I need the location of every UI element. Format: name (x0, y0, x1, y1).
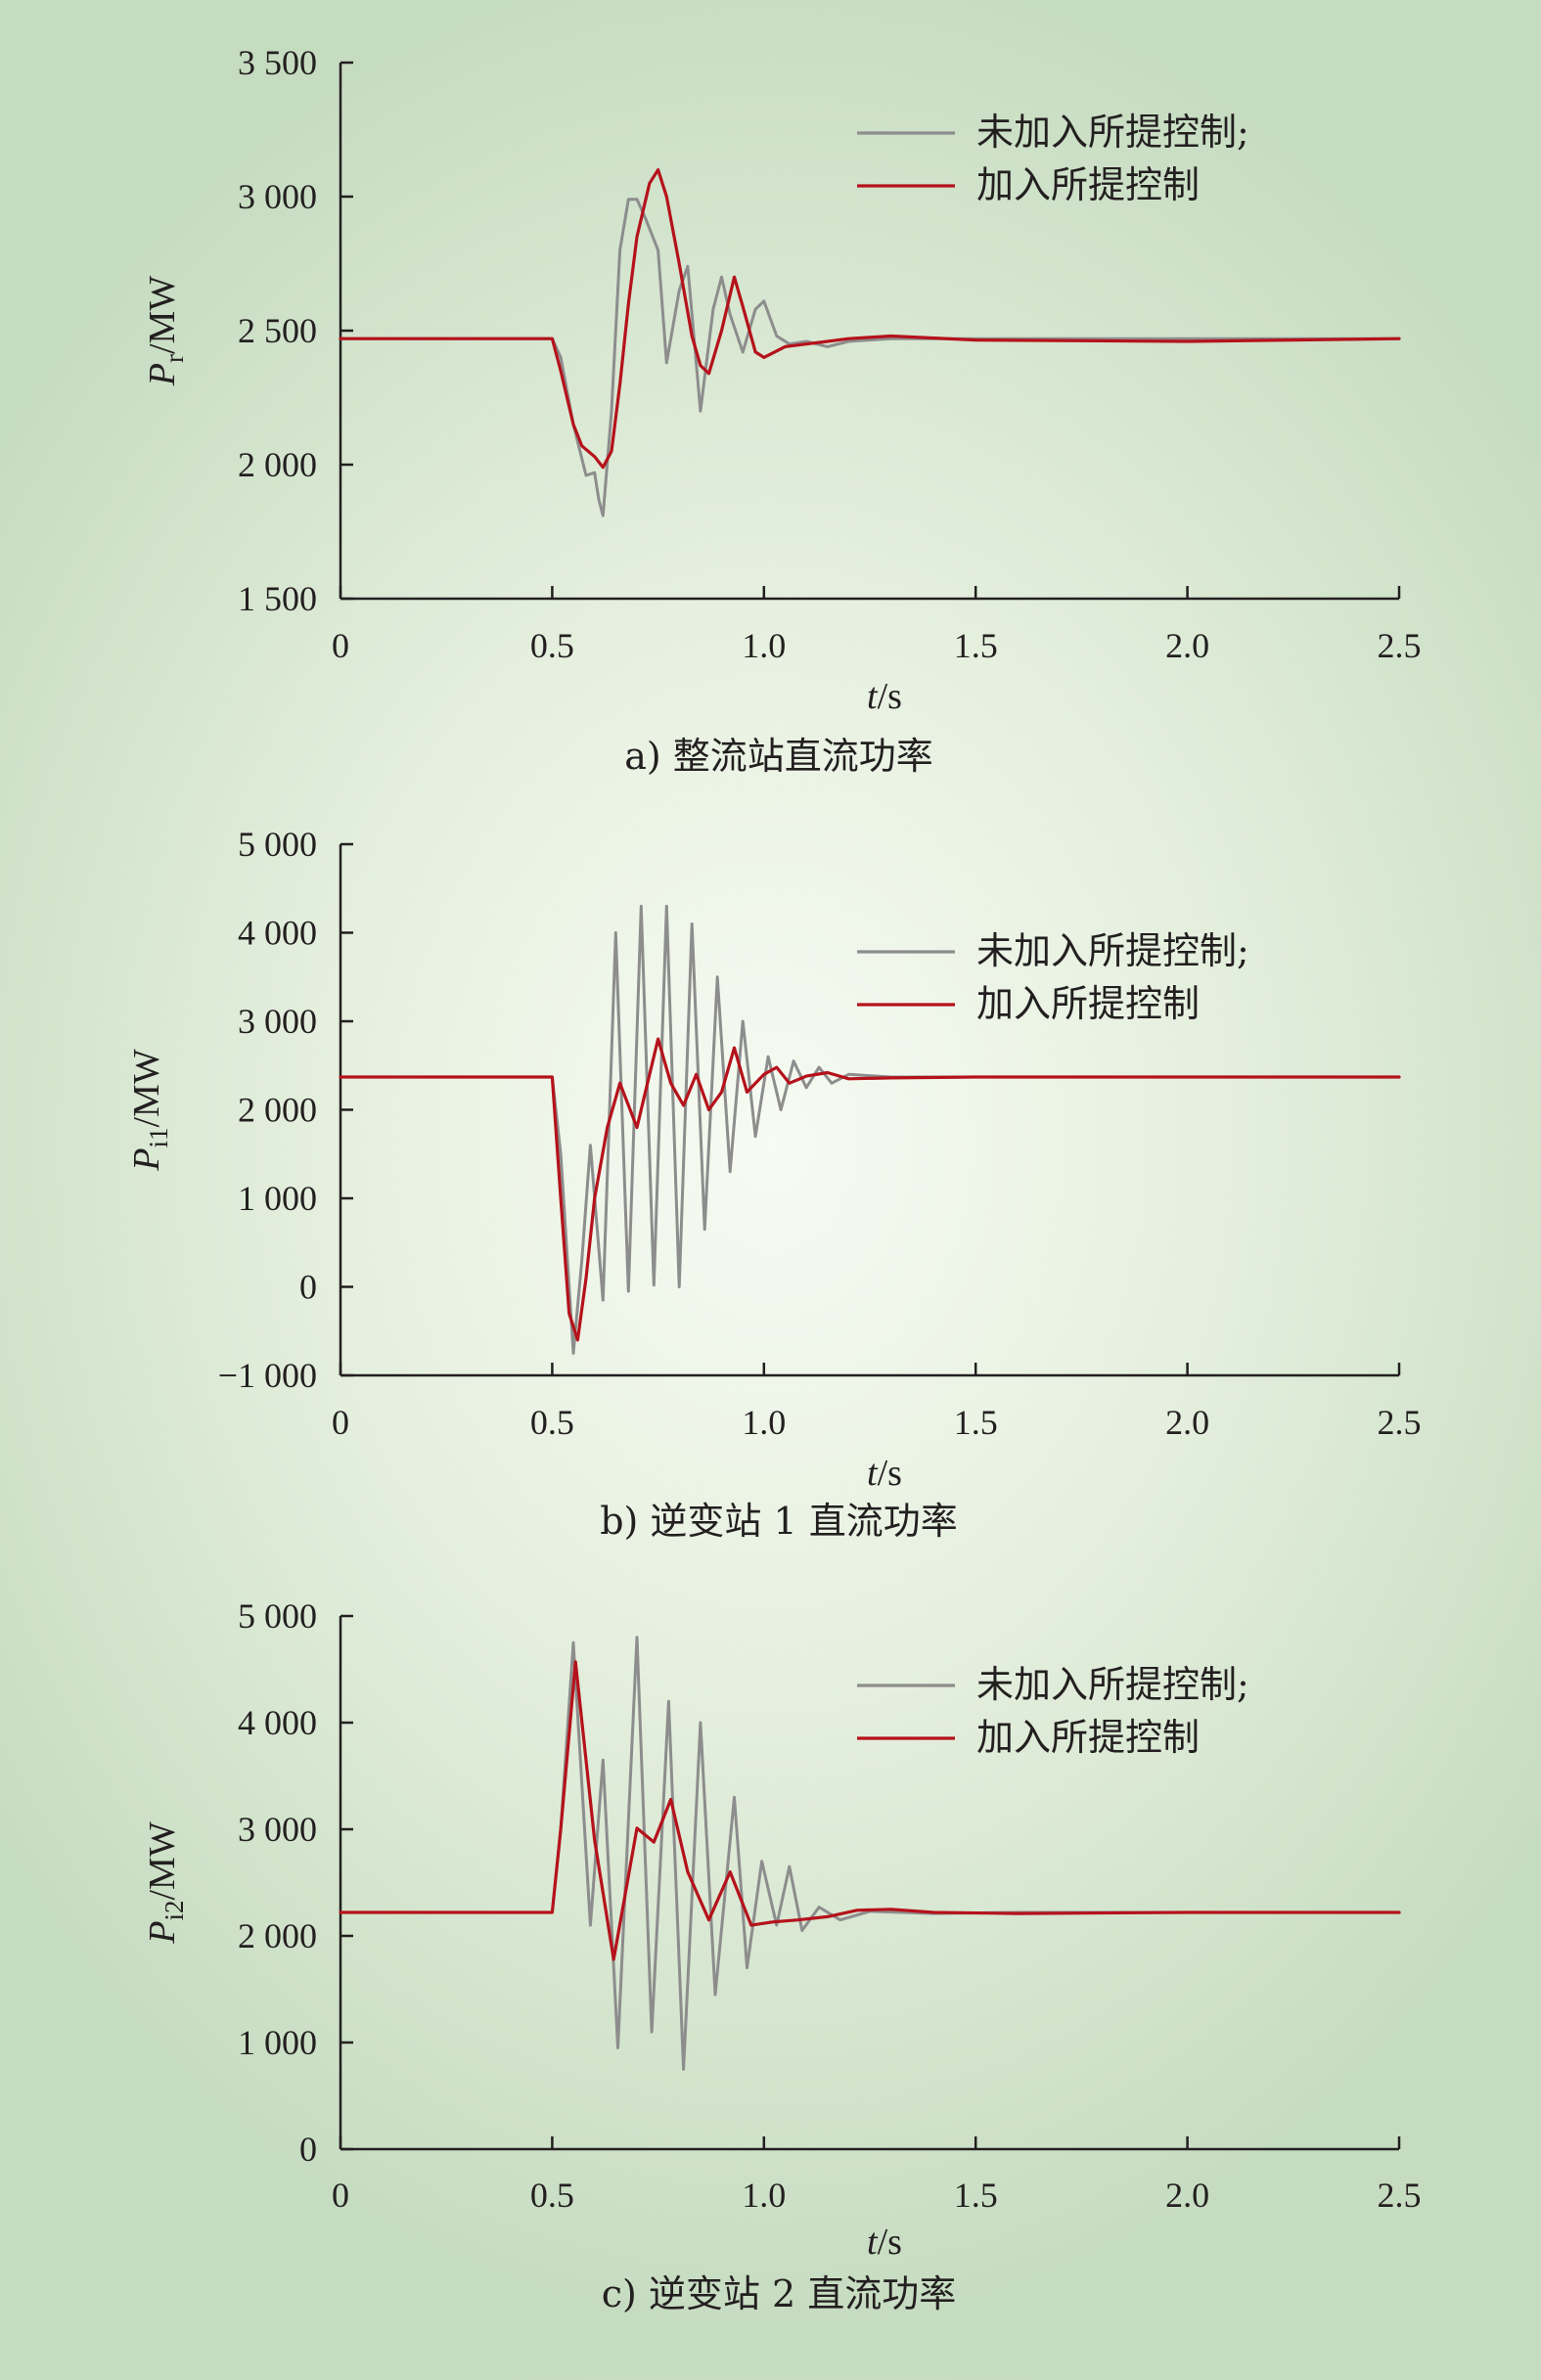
x-tick-label: 2.0 (1165, 626, 1209, 665)
series-line-controlled (339, 1660, 1401, 1961)
series-line-controlled (339, 1037, 1401, 1342)
x-tick-label: 1.5 (954, 1403, 998, 1442)
legend-label: 加入所提控制 (976, 163, 1200, 206)
x-axis-title: t/s (867, 676, 902, 717)
x-tick-label: 1.0 (742, 2176, 786, 2215)
x-tick-label: 2.5 (1378, 2176, 1422, 2215)
x-tick-label: 0.5 (530, 2176, 574, 2215)
y-tick-label: 0 (299, 2130, 317, 2169)
y-tick-label: 3 000 (238, 1002, 317, 1041)
y-tick-label: 1 000 (238, 1179, 317, 1218)
y-tick-label: 5 000 (238, 825, 317, 864)
x-tick-label: 2.5 (1378, 1403, 1422, 1442)
legend-label: 未加入所提控制; (976, 111, 1249, 154)
y-tick-label: 2 000 (238, 445, 317, 484)
series-line-controlled (339, 168, 1401, 470)
y-tick-label: 2 000 (238, 1091, 317, 1130)
x-tick-label: 2.0 (1165, 2176, 1209, 2215)
x-tick-label: 1.0 (742, 626, 786, 665)
x-tick-label: 0.5 (530, 626, 574, 665)
series-line-uncontrolled (339, 198, 1401, 517)
chart-caption: a) 整流站直流功率 (624, 735, 933, 778)
x-tick-label: 1.5 (954, 2176, 998, 2215)
legend-label: 未加入所提控制; (976, 1663, 1249, 1706)
x-tick-label: 0 (332, 2176, 349, 2215)
x-tick-label: 2.0 (1165, 1403, 1209, 1442)
series-line-uncontrolled (339, 1636, 1401, 2071)
chart-panel-1: 1 500 2 000 2 500 3 000 3 500 0 0.5 1.0 1.5 2.0 2.… (142, 43, 1422, 778)
y-tick-label: 1 500 (238, 579, 317, 618)
y-tick-label: 5 000 (238, 1596, 317, 1636)
y-axis-title: Pi1/MW (126, 1049, 173, 1172)
legend-label: 加入所提控制 (976, 1716, 1200, 1759)
y-tick-label: 0 (299, 1268, 317, 1307)
legend-label: 加入所提控制 (976, 982, 1200, 1025)
chart-panel-3: 0 1 000 2 000 3 000 4 000 5 000 0 0.5 1.0 1.5 2.0 2… (142, 1596, 1422, 2315)
y-axis-title: Pi2/MW (142, 1821, 189, 1945)
x-axis-title: t/s (867, 2222, 902, 2263)
y-tick-label: 4 000 (238, 914, 317, 953)
x-tick-label: 0 (332, 626, 349, 665)
x-tick-label: 2.5 (1378, 626, 1422, 665)
y-tick-label: 3 000 (238, 1810, 317, 1849)
y-tick-label: 3 500 (238, 43, 317, 82)
y-tick-label: 2 000 (238, 1916, 317, 1955)
x-tick-label: 1.5 (954, 626, 998, 665)
x-axis-title: t/s (867, 1453, 902, 1494)
x-tick-label: 0 (332, 1403, 349, 1442)
y-tick-label: 2 500 (238, 311, 317, 350)
y-tick-label: 4 000 (238, 1703, 317, 1742)
chart-panel-2: −1 000 0 1 000 2 000 3 000 4 000 5 000 0 0.5 1.0 1… (126, 825, 1422, 1543)
y-tick-label: −1 000 (218, 1356, 317, 1395)
x-tick-label: 0.5 (530, 1403, 574, 1442)
y-axis-title: Pr/MW (142, 276, 189, 387)
y-tick-label: 1 000 (238, 2023, 317, 2062)
series-line-uncontrolled (339, 904, 1401, 1355)
y-tick-label: 3 000 (238, 177, 317, 216)
chart-caption: b) 逆变站 1 直流功率 (600, 1500, 958, 1543)
x-tick-label: 1.0 (742, 1403, 786, 1442)
legend-label: 未加入所提控制; (976, 929, 1249, 972)
chart-caption: c) 逆变站 2 直流功率 (602, 2272, 957, 2315)
